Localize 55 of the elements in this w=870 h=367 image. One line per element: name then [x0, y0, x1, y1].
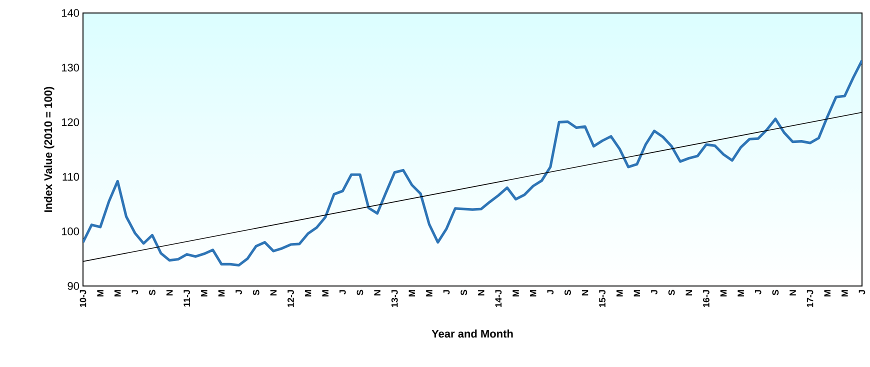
y-tick-label: 120: [62, 118, 80, 126]
x-tick-label: S: [668, 290, 675, 296]
x-tick-label: N: [166, 290, 173, 296]
x-tick-label: J: [547, 290, 554, 294]
x-tick-label: 12-J: [288, 290, 294, 307]
x-tick-label: 15-J: [599, 290, 606, 307]
x-tick-label: J: [236, 290, 242, 294]
y-tick-label: 140: [62, 9, 80, 17]
x-tick-label: S: [772, 290, 779, 296]
x-tick-label: N: [790, 290, 796, 296]
x-axis-title: Year and Month: [432, 330, 513, 338]
x-tick-label: 17-J: [806, 290, 814, 307]
x-tick-label: J: [755, 290, 762, 294]
x-tick-label: S: [460, 290, 468, 296]
y-tick-label: 110: [62, 172, 80, 181]
x-tick-label: M: [616, 290, 623, 296]
line-series: [83, 59, 862, 267]
x-tick-label: 16-J: [703, 290, 710, 307]
y-tick-label: 100: [62, 228, 80, 236]
x-tick-label: 10-J: [80, 290, 86, 307]
x-tick-label: J: [651, 290, 658, 294]
x-tick-label: N: [374, 290, 380, 296]
y-tick-label: 90: [68, 282, 80, 290]
x-tick-label: M: [824, 290, 830, 296]
x-tick-label: N: [478, 290, 484, 296]
y-tick-label: 130: [62, 64, 80, 72]
x-tick-label: M: [426, 290, 432, 296]
x-tick-label: M: [634, 290, 640, 296]
x-tick-label: N: [686, 290, 692, 296]
x-tick-label: N: [582, 290, 588, 296]
x-tick-label: M: [114, 290, 121, 296]
x-tick-label: J: [340, 290, 346, 294]
x-tick-label: N: [270, 290, 277, 296]
x-tick-label: M: [842, 290, 848, 296]
x-tick-label: S: [564, 290, 571, 296]
x-tick-label: J: [132, 290, 138, 294]
x-tick-label: M: [322, 290, 328, 296]
x-tick-label: 14-J: [495, 290, 502, 307]
x-tick-label: 13-J: [391, 290, 398, 307]
x-tick-label: M: [304, 290, 312, 296]
x-tick-label: M: [201, 290, 208, 296]
x-tick-label: S: [356, 290, 364, 296]
x-tick-label: J: [858, 290, 866, 294]
x-tick-label: M: [530, 290, 536, 296]
x-tick-label: 11-J: [184, 290, 190, 306]
x-tick-label: M: [512, 290, 519, 296]
x-tick-label: M: [218, 290, 225, 296]
x-tick-label: S: [252, 290, 260, 296]
x-tick-label: J: [443, 290, 450, 294]
x-tick-label: M: [97, 290, 104, 296]
x-tick-label: M: [408, 290, 416, 296]
x-tick-label: M: [738, 290, 744, 296]
y-axis-title: Index Value (2010 = 100): [44, 86, 54, 212]
x-tick-label: M: [720, 290, 727, 296]
x-tick-label: S: [149, 290, 156, 296]
